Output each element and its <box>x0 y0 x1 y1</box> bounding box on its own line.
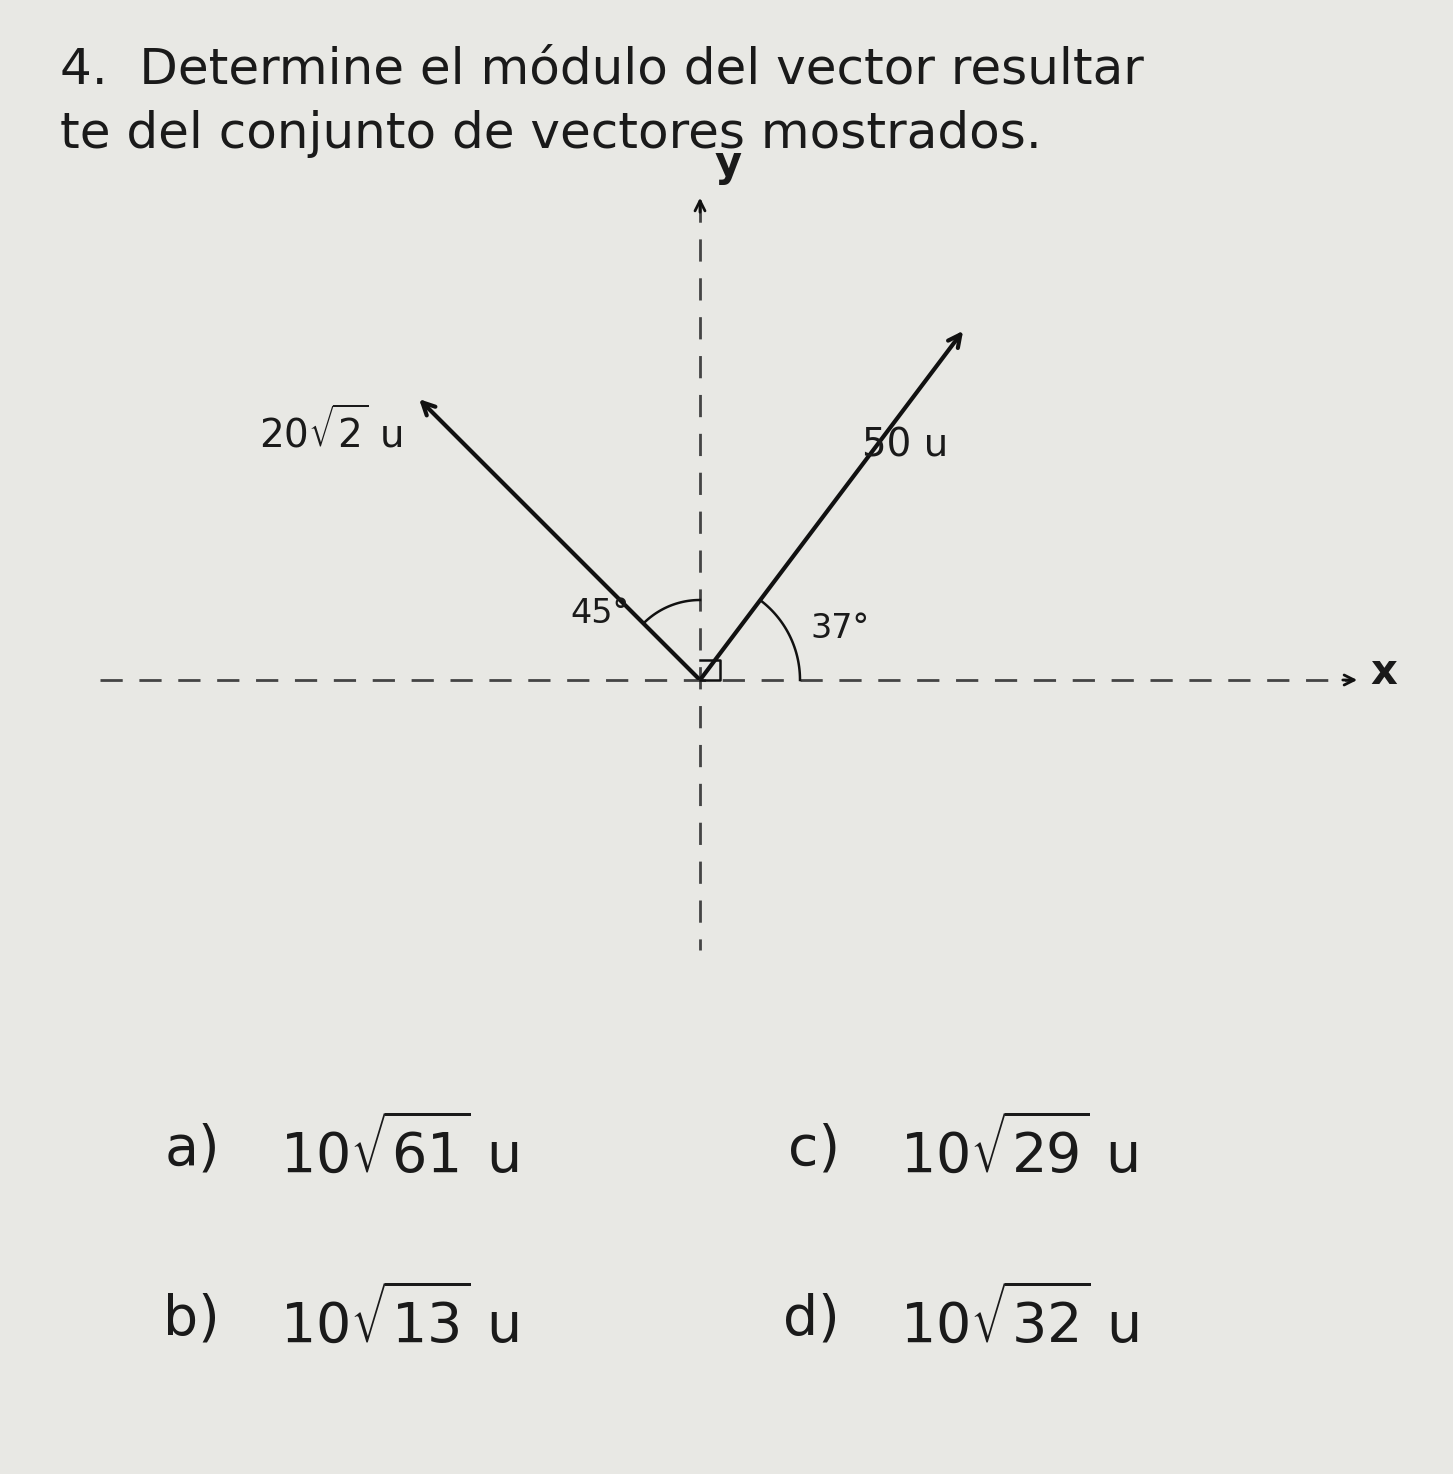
Text: c): c) <box>788 1123 840 1178</box>
Text: x: x <box>1370 652 1396 693</box>
Text: 4.  Determine el módulo del vector resultar: 4. Determine el módulo del vector result… <box>60 46 1144 93</box>
Text: b): b) <box>163 1293 219 1347</box>
Text: 50 u: 50 u <box>863 426 949 464</box>
Text: y: y <box>715 143 742 186</box>
Text: te del conjunto de vectores mostrados.: te del conjunto de vectores mostrados. <box>60 111 1042 158</box>
Text: 10$\sqrt{61}$ u: 10$\sqrt{61}$ u <box>280 1117 519 1184</box>
Text: 20$\sqrt{2}$ u: 20$\sqrt{2}$ u <box>259 407 402 455</box>
Text: 10$\sqrt{13}$ u: 10$\sqrt{13}$ u <box>280 1287 519 1353</box>
Text: a): a) <box>164 1123 219 1178</box>
Text: 45°: 45° <box>571 597 629 629</box>
Text: 10$\sqrt{32}$ u: 10$\sqrt{32}$ u <box>899 1287 1139 1353</box>
Text: 37°: 37° <box>809 612 869 646</box>
Text: 10$\sqrt{29}$ u: 10$\sqrt{29}$ u <box>899 1117 1138 1184</box>
Text: d): d) <box>783 1293 840 1347</box>
